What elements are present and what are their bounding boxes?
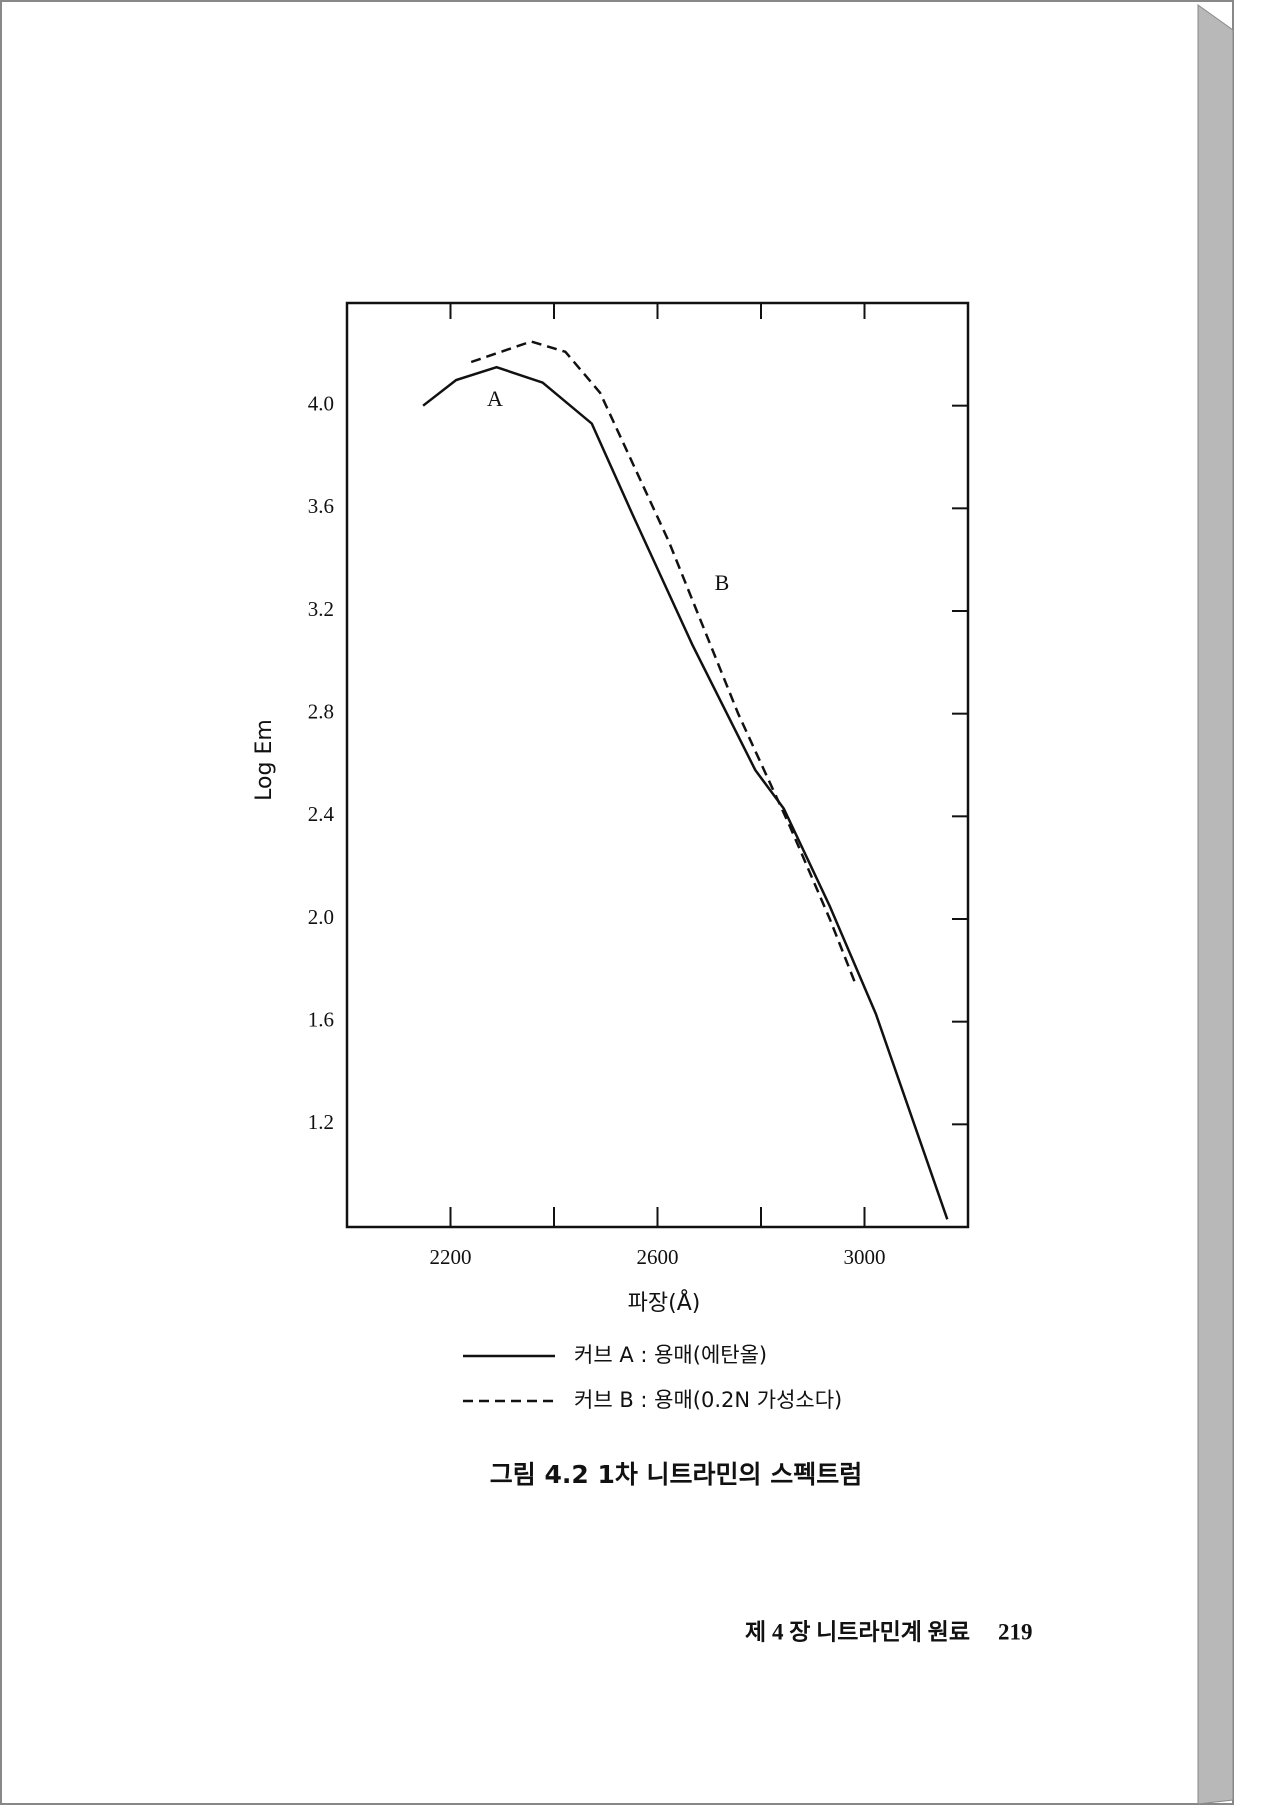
running-footer: 제 4 장 니트라민계 원료 — [745, 1619, 970, 1644]
page-number: 219 — [998, 1619, 1033, 1644]
legend-entry: 커브 A : 용매(에탄올) — [574, 1343, 767, 1367]
y-axis-label: Log Em — [252, 719, 277, 801]
x-tick-label: 3000 — [844, 1245, 886, 1269]
y-tick-label: 1.2 — [308, 1110, 334, 1134]
y-tick-label: 2.4 — [308, 802, 335, 826]
y-tick-label: 1.6 — [308, 1007, 334, 1031]
x-tick-label: 2600 — [637, 1245, 679, 1269]
page-border — [0, 0, 1234, 1805]
curve-label: B — [715, 570, 730, 595]
x-tick-label: 2200 — [430, 1245, 472, 1269]
curve — [470, 340, 857, 984]
y-tick-label: 2.0 — [308, 905, 334, 929]
curve-label: A — [487, 386, 503, 411]
page-edge — [1197, 4, 1234, 1805]
y-tick-label: 2.8 — [308, 699, 334, 723]
figure-caption: 그림 4.2 1차 니트라민의 스펙트럼 — [490, 1460, 863, 1489]
curve — [422, 365, 949, 1220]
y-tick-label: 4.0 — [308, 391, 334, 415]
legend-entry: 커브 B : 용매(0.2N 가성소다) — [574, 1388, 842, 1412]
x-axis-label: 파장(Å) — [628, 1289, 701, 1316]
y-tick-label: 3.2 — [308, 597, 334, 621]
y-tick-label: 3.6 — [308, 494, 334, 518]
